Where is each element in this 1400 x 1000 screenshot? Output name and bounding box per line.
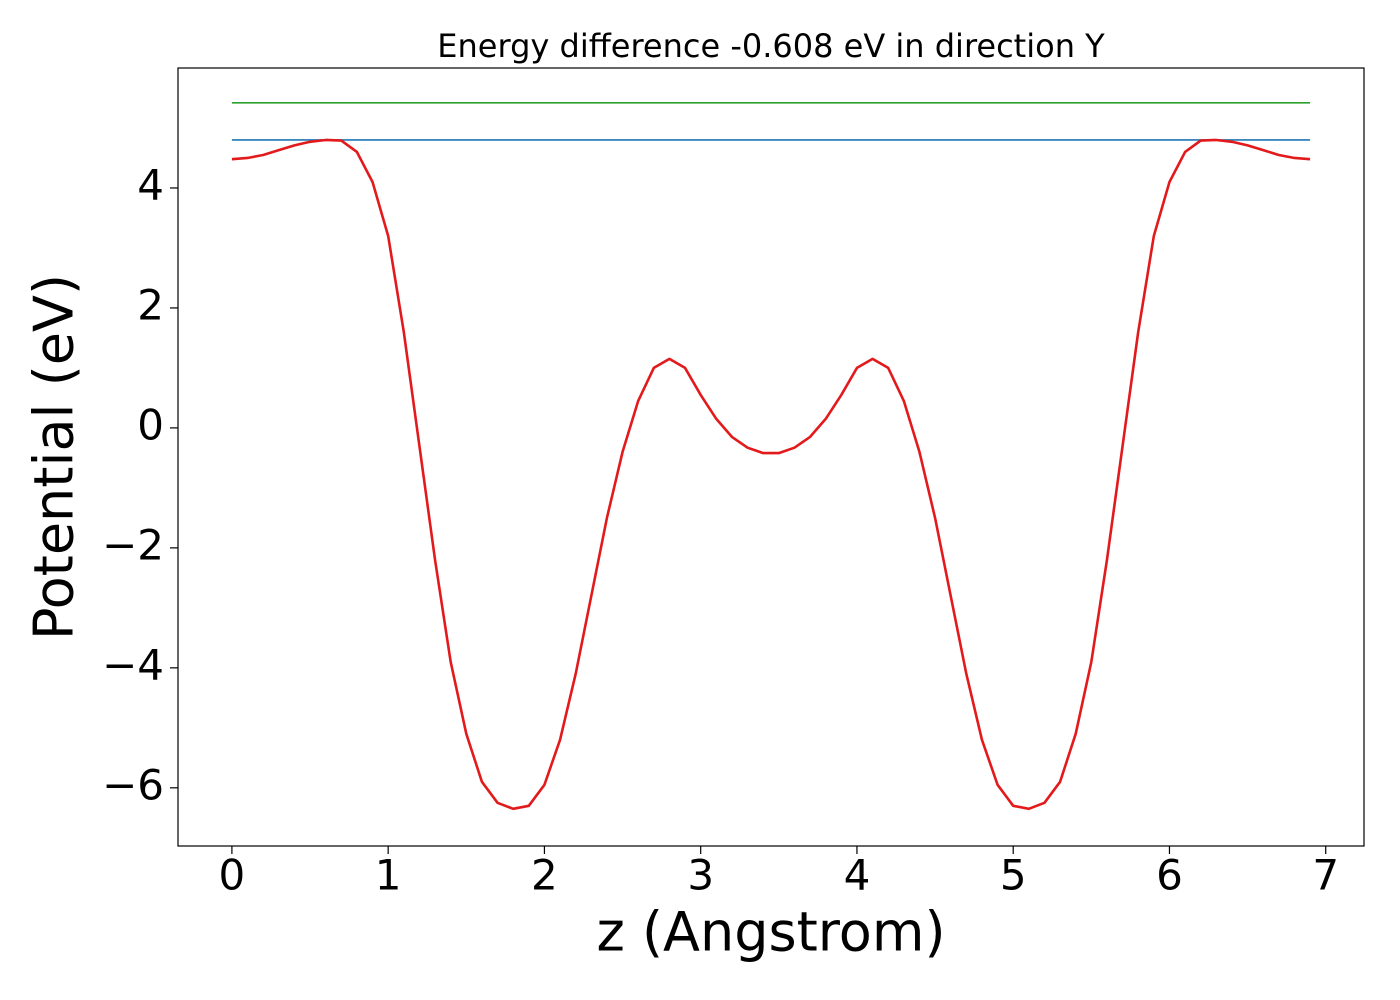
x-tick-label: 1 [375,851,402,900]
chart-title: Energy difference -0.608 eV in direction… [437,27,1105,65]
x-tick-label: 3 [687,851,714,900]
y-tick-label: 0 [137,400,164,449]
line-series [231,138,1311,811]
y-axis-label: Potential (eV) [23,274,86,640]
x-tick-label: 2 [531,851,558,900]
x-tick-label: 6 [1156,851,1183,900]
y-tick-label: −6 [102,760,164,809]
y-tick-label: 4 [137,160,164,209]
y-tick-label: 2 [137,280,164,329]
x-axis-label: z (Angstrom) [596,901,945,964]
y-tick-label: −4 [102,640,164,689]
plot-frame [177,67,1365,847]
x-tick-label: 4 [844,851,871,900]
x-tick-label: 0 [219,851,246,900]
y-tick-label: −2 [102,520,164,569]
x-tick-label: 5 [1000,851,1027,900]
x-tick-label: 7 [1312,851,1339,900]
